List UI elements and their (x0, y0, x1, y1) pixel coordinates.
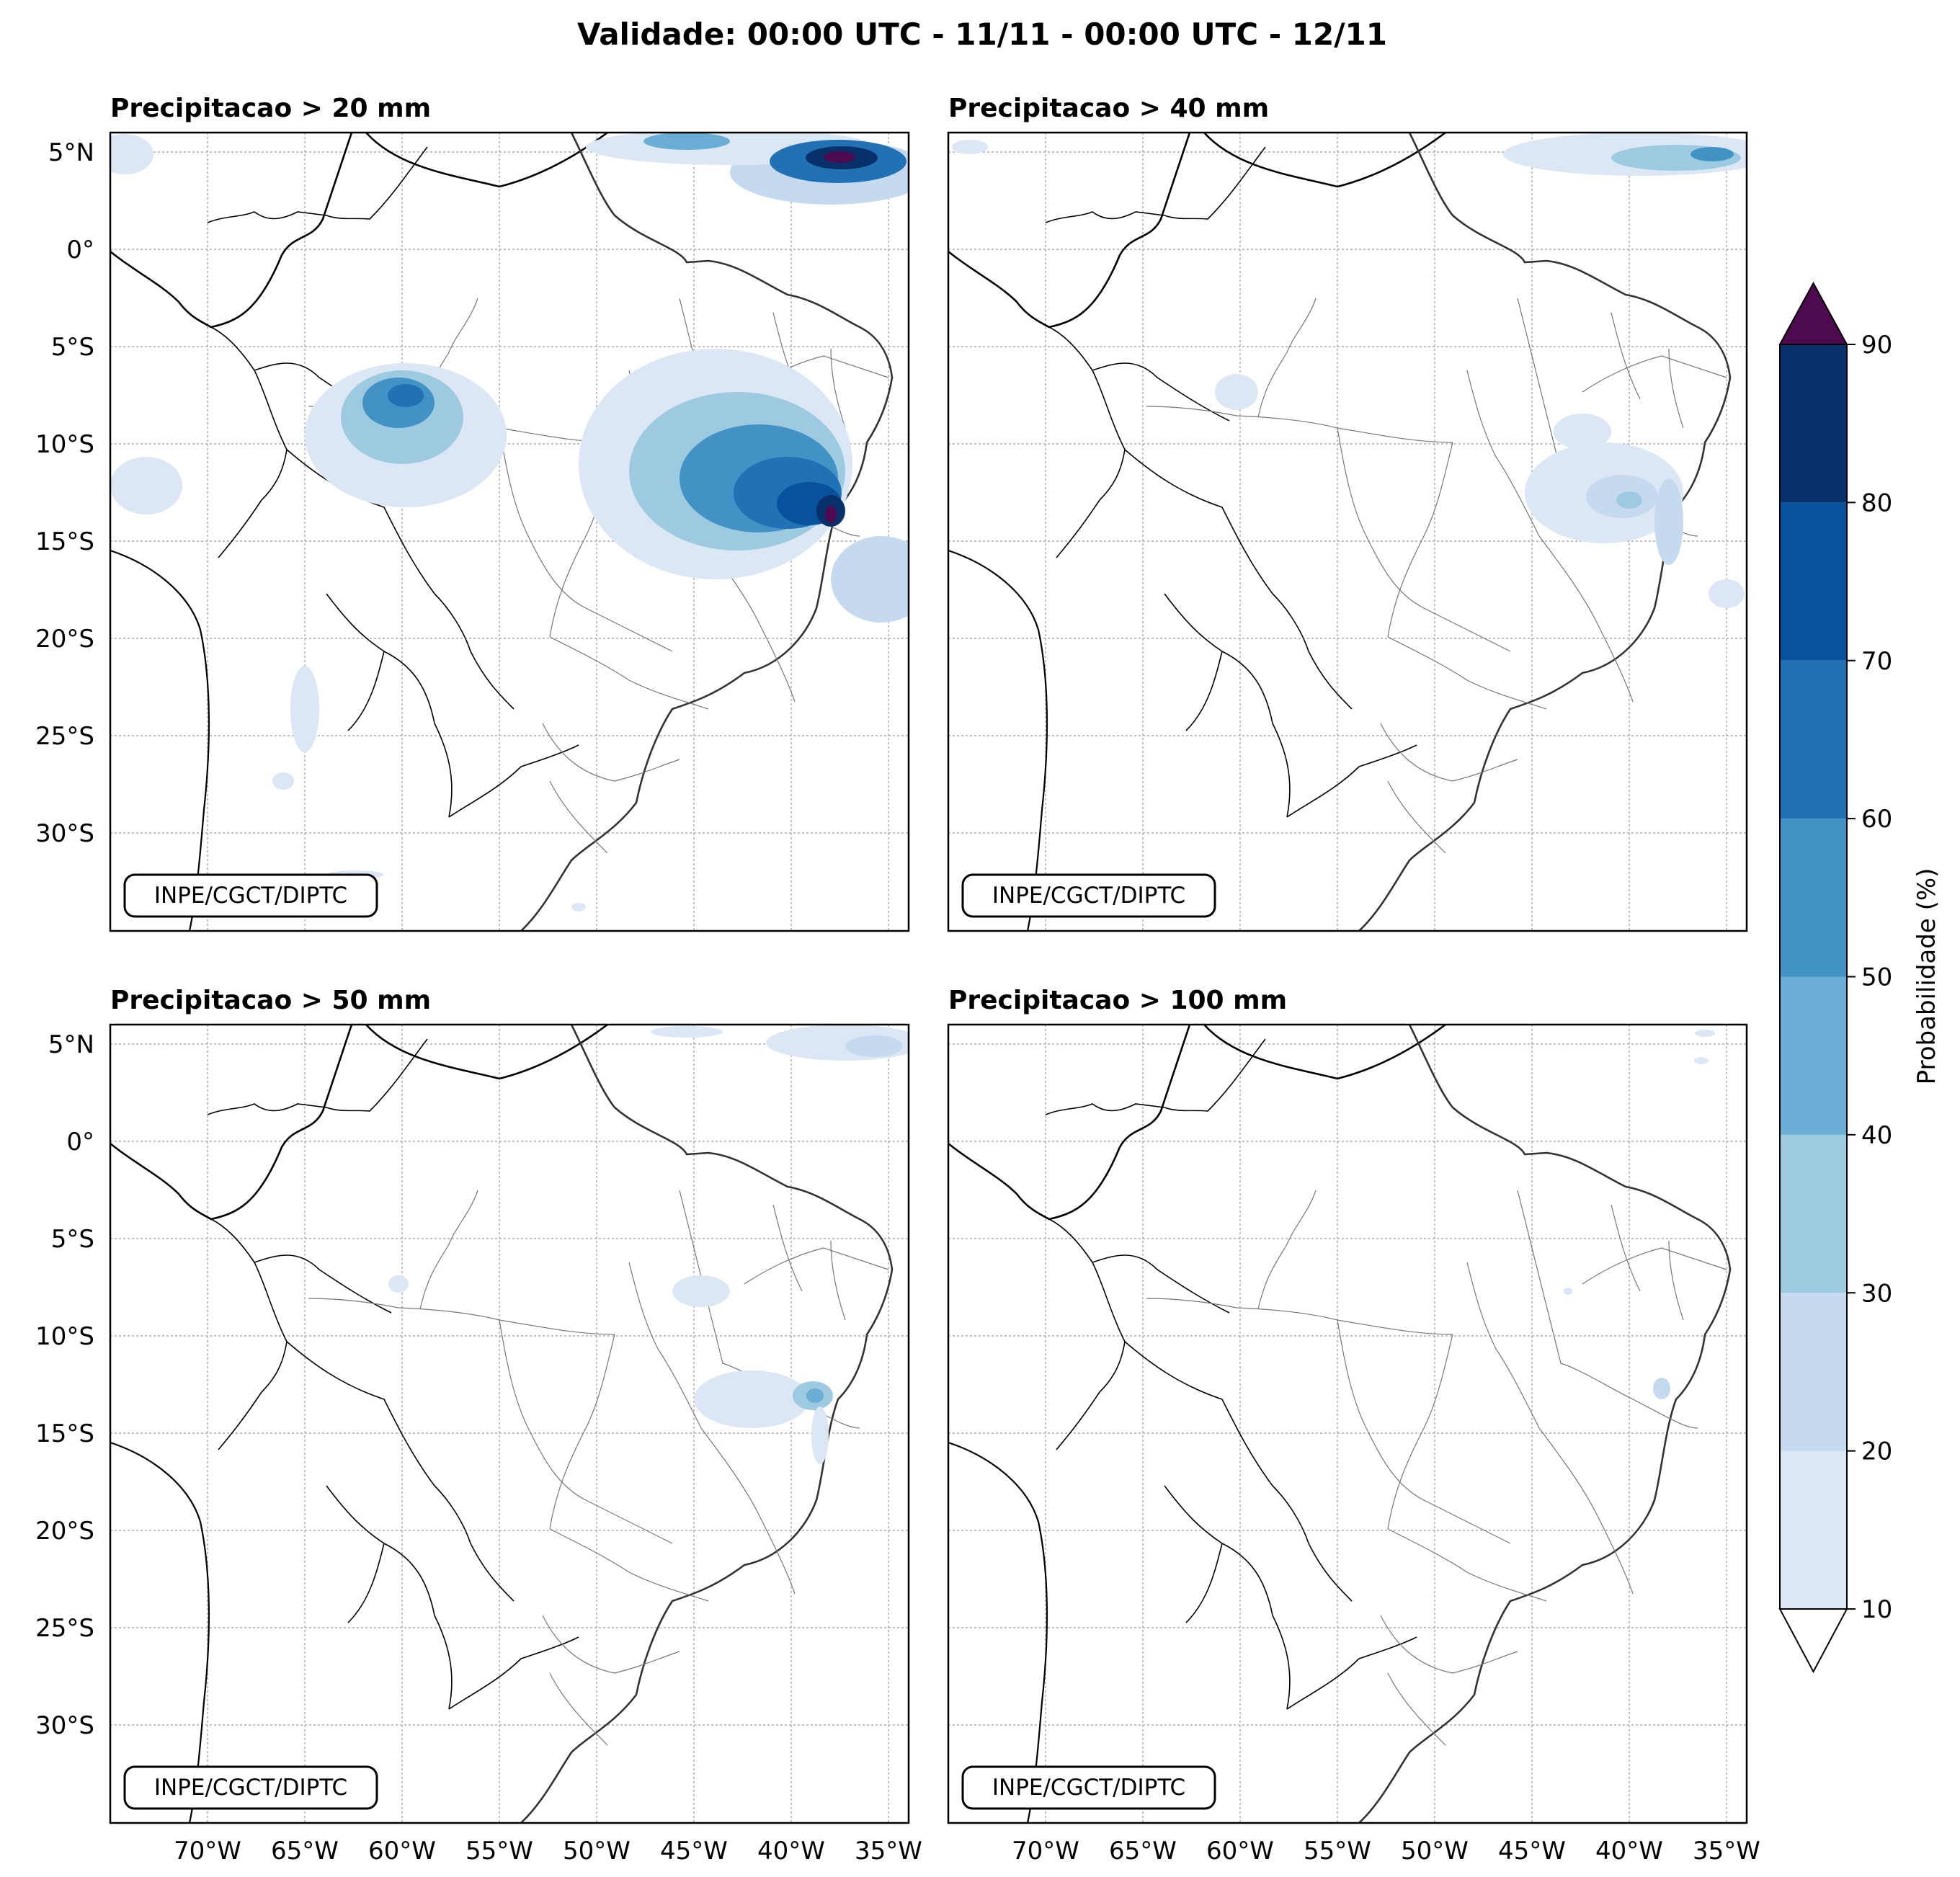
lat-tick-label: 15°S (35, 1419, 94, 1448)
panel-title: Precipitacao > 100 mm (948, 986, 1287, 1015)
lon-tick-label: 50°W (1401, 1837, 1469, 1865)
lon-tick-label: 60°W (368, 1837, 436, 1865)
colorbar-under-arrow (1778, 1608, 1848, 1674)
colorbar-band (1780, 819, 1847, 977)
lon-tick-label: 35°W (855, 1837, 922, 1865)
lat-tick-label: 5°N (48, 138, 94, 167)
lat-tick-label: 10°S (35, 1322, 94, 1351)
colorbar-bands (1780, 344, 1847, 1609)
colorbar-band (1780, 502, 1847, 661)
lon-axis-labels: 70°W 65°W 60°W 55°W 50°W 45°W 40°W 35°W (174, 1837, 922, 1865)
colorbar-tick-label: 40 (1861, 1121, 1892, 1150)
probability-field (952, 133, 1747, 608)
credit-label: INPE/CGCT/DIPTC (154, 883, 347, 909)
colorbar-tick-label: 60 (1861, 805, 1892, 834)
lat-axis-labels: 5°N 0° 5°S 10°S 15°S 20°S 25°S 30°S (35, 138, 94, 848)
colorbar-band (1780, 1134, 1847, 1293)
lat-tick-label: 25°S (35, 1614, 94, 1643)
lat-tick-label: 25°S (35, 722, 94, 751)
panel-precip-40mm: Precipitacao > 40 mm INPE/CGCT/DIPTC (947, 94, 1748, 932)
credit-label: INPE/CGCT/DIPTC (992, 883, 1185, 909)
credit-box (123, 873, 378, 918)
panel-frame (109, 1023, 910, 1824)
colorbar-band (1780, 660, 1847, 819)
colorbar-tick-label: 50 (1861, 963, 1892, 992)
credit-label: INPE/CGCT/DIPTC (992, 1775, 1185, 1801)
lon-tick-label: 50°W (563, 1837, 631, 1865)
lat-tick-label: 30°S (35, 819, 94, 848)
lat-tick-label: 10°S (35, 430, 94, 459)
lon-tick-label: 40°W (1595, 1837, 1663, 1865)
panel-title: Precipitacao > 50 mm (110, 986, 431, 1015)
colorbar-band (1780, 344, 1847, 503)
colorbar-tick-label: 10 (1861, 1595, 1892, 1624)
lat-tick-label: 15°S (35, 527, 94, 556)
lat-tick-label: 5°N (48, 1030, 94, 1059)
lon-tick-label: 65°W (1109, 1837, 1177, 1865)
colorbar-over-arrow (1778, 281, 1848, 345)
lon-tick-label: 60°W (1206, 1837, 1274, 1865)
figure-title: Validade: 00:00 UTC - 11/11 - 00:00 UTC … (577, 17, 1387, 52)
lon-tick-label: 55°W (1304, 1837, 1371, 1865)
probability-field (110, 133, 909, 911)
lat-tick-label: 20°S (35, 625, 94, 654)
panel-frame (109, 131, 910, 932)
panel-title: Precipitacao > 20 mm (110, 94, 431, 123)
probability-field (388, 1025, 909, 1464)
panel-frame (947, 131, 1748, 932)
lon-tick-label: 40°W (757, 1837, 825, 1865)
colorbar: 10 20 30 40 50 60 70 80 90 Probabilidade (%) (1778, 281, 1941, 1674)
lon-axis-labels: 70°W 65°W 60°W 55°W 50°W 45°W 40°W 35°W (1012, 1837, 1760, 1865)
colorbar-tick-label: 20 (1861, 1437, 1892, 1466)
panel-frame (947, 1023, 1748, 1824)
colorbar-tick-label: 30 (1861, 1279, 1892, 1308)
lon-tick-label: 70°W (174, 1837, 241, 1865)
colorbar-band (1780, 1450, 1847, 1609)
colorbar-tick-label: 90 (1861, 331, 1892, 360)
credit-box (961, 1765, 1216, 1810)
credit-box (961, 873, 1216, 918)
lat-tick-label: 20°S (35, 1517, 94, 1546)
lat-axis-labels: 5°N 0° 5°S 10°S 15°S 20°S 25°S 30°S (35, 1030, 94, 1740)
lat-tick-label: 5°S (51, 1225, 94, 1254)
lon-tick-label: 70°W (1012, 1837, 1079, 1865)
panel-precip-100mm: Precipitacao > 100 mm INPE/CGCT/DIPTC 70… (947, 986, 1760, 1865)
lon-tick-label: 45°W (660, 1837, 728, 1865)
credit-box (123, 1765, 378, 1810)
lon-tick-label: 45°W (1498, 1837, 1566, 1865)
colorbar-tick-label: 80 (1861, 489, 1892, 517)
lon-tick-label: 55°W (466, 1837, 533, 1865)
credit-label: INPE/CGCT/DIPTC (154, 1775, 347, 1801)
colorbar-band (1780, 1293, 1847, 1451)
probability-field (1564, 1030, 1715, 1399)
colorbar-tick-label: 70 (1861, 647, 1892, 676)
panel-precip-20mm: Precipitacao > 20 mm INPE/CGCT/DIPTC 5°N… (35, 94, 910, 932)
lat-tick-label: 5°S (51, 333, 94, 362)
lat-tick-label: 0° (66, 236, 94, 264)
colorbar-band (1780, 976, 1847, 1135)
panel-precip-50mm: Precipitacao > 50 mm INPE/CGCT/DIPTC 5°N… (35, 986, 922, 1865)
lon-tick-label: 65°W (271, 1837, 339, 1865)
lon-tick-label: 35°W (1693, 1837, 1760, 1865)
panel-title: Precipitacao > 40 mm (948, 94, 1269, 123)
colorbar-ticks: 10 20 30 40 50 60 70 80 90 (1847, 331, 1892, 1624)
colorbar-label: Probabilidade (%) (1912, 868, 1941, 1085)
lat-tick-label: 30°S (35, 1711, 94, 1740)
lat-tick-label: 0° (66, 1128, 94, 1156)
